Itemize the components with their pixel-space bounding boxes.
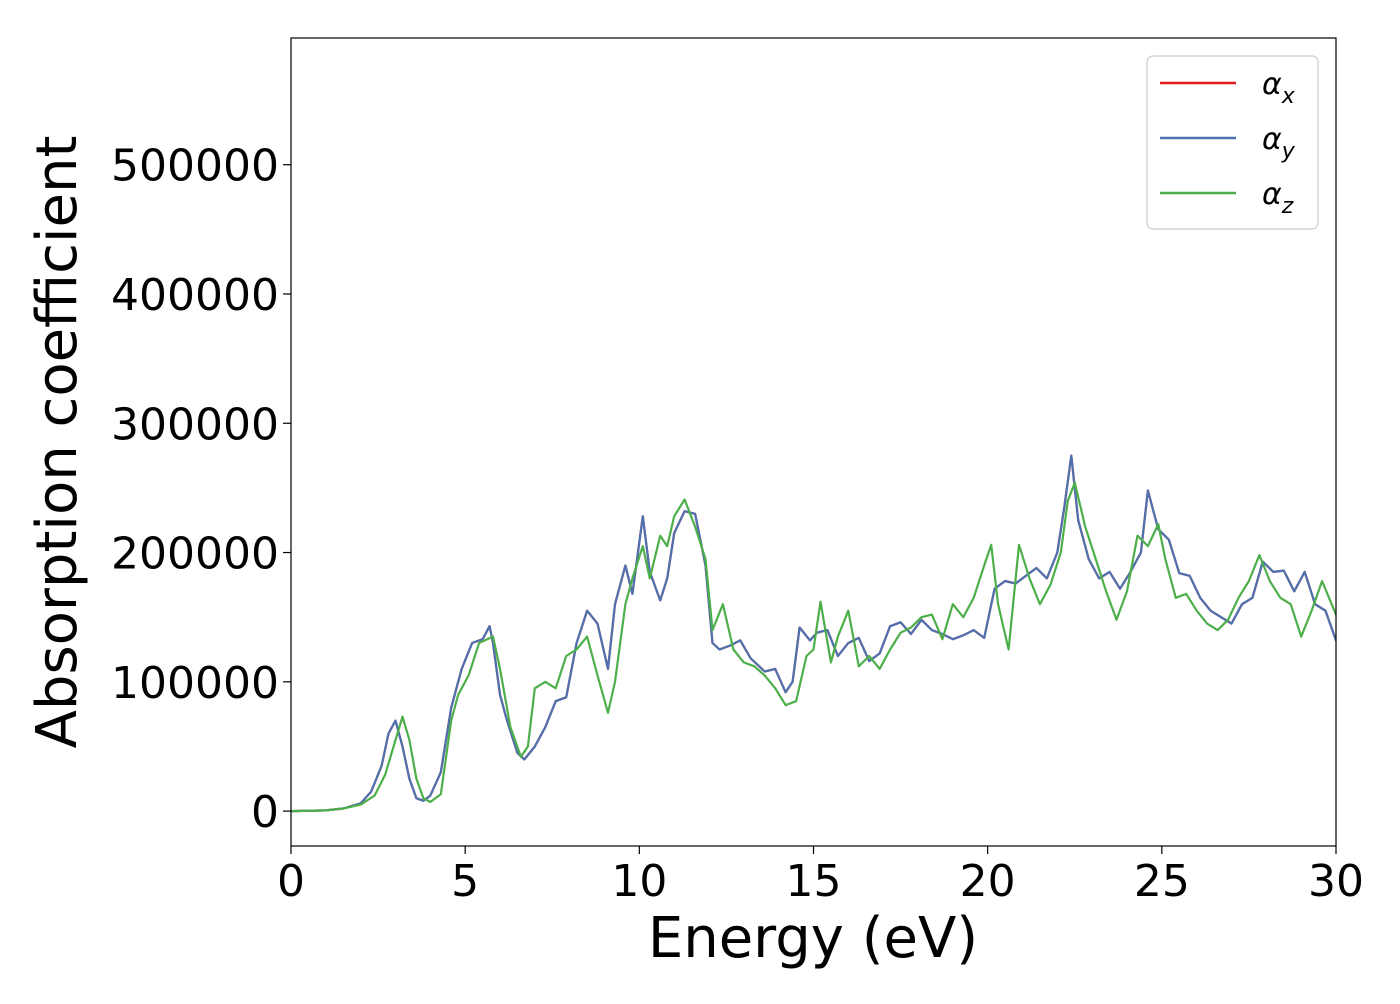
- x-tick-label: 10: [611, 856, 667, 907]
- series-line-alpha-x: [291, 454, 1336, 813]
- x-tick-label: 15: [786, 856, 842, 907]
- x-tick-label: 25: [1134, 856, 1190, 907]
- x-tick-label: 20: [960, 856, 1016, 907]
- y-axis-title: Absorption coefficient: [25, 136, 90, 749]
- x-tick-label: 5: [451, 856, 479, 907]
- y-tick-label: 0: [251, 787, 279, 838]
- legend-entries: αx αy αz: [1160, 67, 1296, 219]
- series-line-alpha-z: [291, 481, 1336, 813]
- x-axis-ticks: 0 5 10 15 20 25 30: [277, 846, 1364, 907]
- series-line-alpha-y: [291, 454, 1336, 813]
- x-tick-label: 0: [277, 856, 305, 907]
- y-tick-label: 500000: [111, 141, 279, 192]
- x-axis-title: Energy (eV): [648, 906, 978, 971]
- x-tick-label: 30: [1308, 856, 1364, 907]
- y-tick-label: 200000: [111, 529, 279, 580]
- y-tick-label: 300000: [111, 399, 279, 450]
- legend-box: [1146, 55, 1319, 230]
- legend-label-alpha-x: αx: [1262, 67, 1296, 109]
- y-axis-ticks: 0 100000 200000 300000 400000 500000: [111, 141, 291, 838]
- y-tick-label: 400000: [111, 270, 279, 321]
- legend: αx αy αz: [1146, 55, 1319, 230]
- series-layer: [291, 454, 1336, 813]
- y-tick-label: 100000: [111, 658, 279, 709]
- legend-label-alpha-z: αz: [1262, 177, 1294, 219]
- legend-label-alpha-y: αy: [1262, 122, 1296, 164]
